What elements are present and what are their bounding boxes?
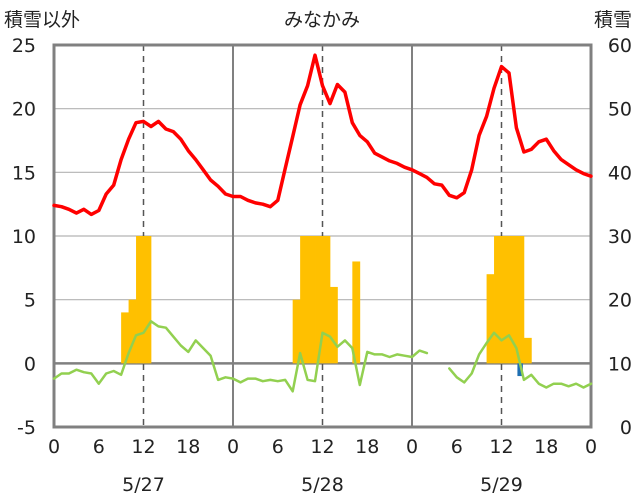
right-tick-label: 20 xyxy=(608,290,632,312)
precip-bar xyxy=(307,236,316,364)
series-lines xyxy=(52,53,593,393)
x-tick-label: 6 xyxy=(272,436,284,458)
left-tick-label: -5 xyxy=(17,417,36,439)
x-tick-label: 0 xyxy=(48,436,60,458)
snow-bar xyxy=(517,363,523,377)
left-tick-label: 0 xyxy=(24,353,36,375)
x-tick-label: 18 xyxy=(534,436,558,458)
x-tick-label: 0 xyxy=(406,436,418,458)
date-label: 5/28 xyxy=(301,474,344,496)
x-tick-label: 18 xyxy=(176,436,200,458)
date-label: 5/27 xyxy=(122,474,165,496)
plot-frame xyxy=(52,43,593,429)
right-tick-label: 10 xyxy=(608,353,632,375)
x-tick-label: 18 xyxy=(355,436,379,458)
temperature-line xyxy=(52,53,593,217)
precip-bar xyxy=(121,312,129,364)
right-tick-label: 60 xyxy=(608,35,632,57)
x-tick-label: 0 xyxy=(227,436,239,458)
precip-bar xyxy=(136,236,144,364)
left-tick-label: 10 xyxy=(12,226,36,248)
precip-bar xyxy=(508,236,517,364)
precip-bar xyxy=(494,236,502,364)
right-tick-label: 40 xyxy=(608,162,632,184)
precip-bar xyxy=(300,236,308,364)
snow-bars xyxy=(517,363,523,377)
right-axis-title: 積雪 xyxy=(594,9,632,31)
x-tick-label: 12 xyxy=(489,436,513,458)
x-tick-label: 6 xyxy=(451,436,463,458)
left-tick-label: 5 xyxy=(24,290,36,312)
date-label: 5/29 xyxy=(480,474,523,496)
dewpoint-line xyxy=(52,320,429,393)
precip-bar xyxy=(352,261,361,364)
left-tick-label: 20 xyxy=(12,99,36,121)
x-tick-label: 0 xyxy=(585,436,597,458)
precip-bar xyxy=(523,337,532,364)
precip-bar xyxy=(315,236,323,364)
precip-bar xyxy=(501,236,510,364)
precipitation-bars xyxy=(121,236,532,364)
chart-title: みなかみ xyxy=(284,9,360,31)
x-tick-label: 6 xyxy=(93,436,105,458)
dewpoint-line xyxy=(448,331,593,389)
x-tick-label: 12 xyxy=(310,436,334,458)
left-axis-title: 積雪以外 xyxy=(4,9,80,31)
precip-bar xyxy=(486,274,495,364)
precip-bar xyxy=(292,299,301,364)
precip-bar xyxy=(322,236,331,364)
right-tick-label: 50 xyxy=(608,99,632,121)
right-tick-label: 30 xyxy=(608,226,632,248)
left-tick-label: 15 xyxy=(12,162,36,184)
right-tick-label: 0 xyxy=(620,417,632,439)
precip-bar xyxy=(128,299,137,364)
precip-bar xyxy=(329,286,338,364)
axis-tick-labels: -5 0 5 10 15 20 25 0 10 20 30 40 50 60 0 6 12 18 0 6 12 18 0 6 1… xyxy=(12,35,632,496)
left-tick-label: 25 xyxy=(12,35,36,57)
precip-bar xyxy=(143,236,152,364)
precip-bar xyxy=(516,236,525,364)
x-tick-label: 12 xyxy=(131,436,155,458)
